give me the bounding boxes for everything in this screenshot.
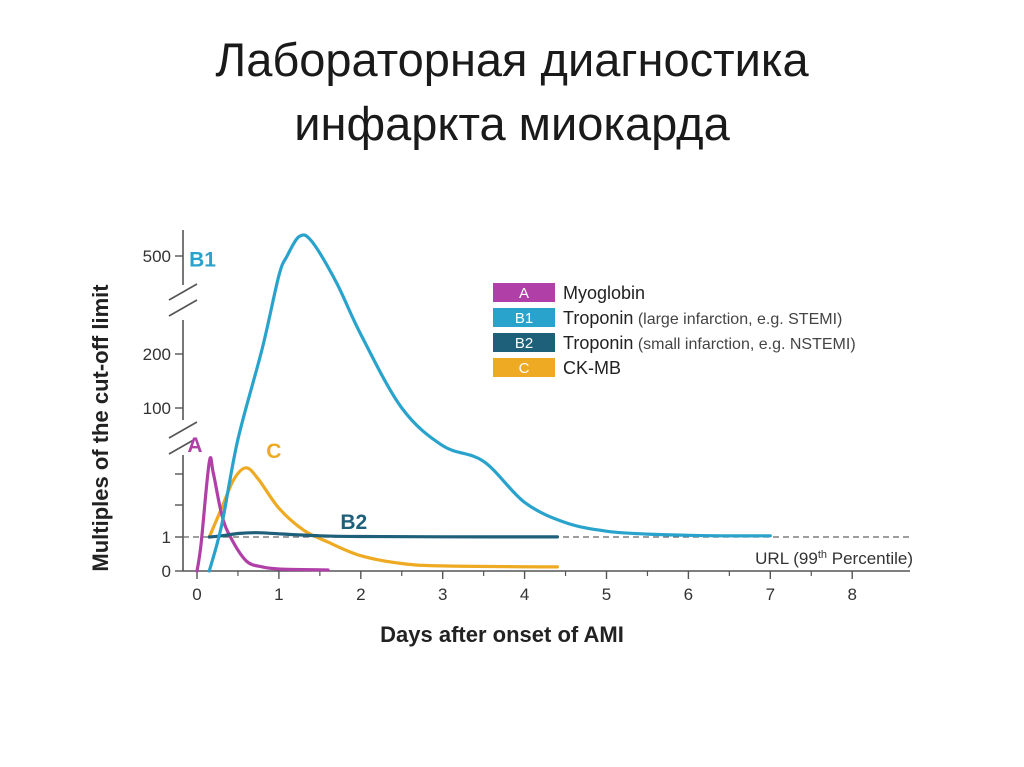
y-axis-break-lower [168, 437, 198, 455]
y-tick-label-200: 200 [143, 345, 171, 364]
curve-label-b1: B1 [189, 248, 216, 271]
x-tick-label-2: 2 [356, 585, 365, 604]
chart-series [195, 233, 772, 573]
legend-swatch-c [493, 358, 555, 377]
series-line-c [207, 466, 559, 569]
curve-label-a: A [187, 434, 202, 457]
x-tick-label-5: 5 [602, 585, 611, 604]
y-axis-break-lower [168, 421, 198, 439]
legend-entry-b2: Troponin (small infarction, e.g. NSTEMI) [563, 333, 856, 353]
x-tick-label-7: 7 [766, 585, 775, 604]
curve-label-c: C [266, 440, 281, 463]
legend-swatch-a [493, 283, 555, 302]
series-line-a [195, 456, 330, 573]
legend-key-c: C [519, 360, 530, 377]
x-tick-label-3: 3 [438, 585, 447, 604]
y-axis-title: Multiples of the cut-off limit [88, 284, 113, 572]
slide-title-line-1: Лабораторная диагностика [215, 33, 809, 86]
y-tick-label-0: 0 [162, 562, 171, 581]
series-line-b1 [207, 233, 772, 573]
series-line-b2 [207, 531, 559, 539]
x-tick-label-0: 0 [192, 585, 201, 604]
legend-entry-b1: Troponin (large infarction, e.g. STEMI) [563, 308, 842, 328]
legend-key-b2: B2 [515, 335, 533, 352]
y-tick-label-1: 1 [162, 528, 171, 547]
chart-labels: 0 1 100 200 500 0 1 2 3 4 5 6 7 8 URL (99th Percentile… [88, 247, 913, 647]
x-tick-label-8: 8 [847, 585, 856, 604]
legend-entry-a: Myoglobin [563, 283, 645, 303]
y-axis-break-upper [168, 283, 198, 301]
legend-swatch-b1 [493, 308, 555, 327]
legend-key-b1: B1 [515, 310, 533, 327]
chart-legend: A Myoglobin B1 Troponin (large infarction, … [493, 283, 856, 378]
y-tick-label-100: 100 [143, 399, 171, 418]
legend-swatch-b2 [493, 333, 555, 352]
x-tick-label-1: 1 [274, 585, 283, 604]
y-tick-label-500: 500 [143, 247, 171, 266]
curve-label-b2: B2 [340, 511, 367, 534]
y-axis-break-upper [168, 299, 198, 317]
slide-title-line-2: инфаркта миокарда [294, 97, 730, 150]
chart-axes [168, 230, 910, 579]
reference-line-label: URL (99th Percentile) [755, 549, 913, 568]
x-tick-label-4: 4 [520, 585, 529, 604]
legend-key-a: A [519, 285, 529, 302]
legend-entry-c: CK-MB [563, 358, 621, 378]
x-axis-title: Days after onset of AMI [380, 622, 624, 647]
x-tick-label-6: 6 [684, 585, 693, 604]
slide-title: Лабораторная диагностика инфаркта миокар… [0, 28, 1024, 156]
